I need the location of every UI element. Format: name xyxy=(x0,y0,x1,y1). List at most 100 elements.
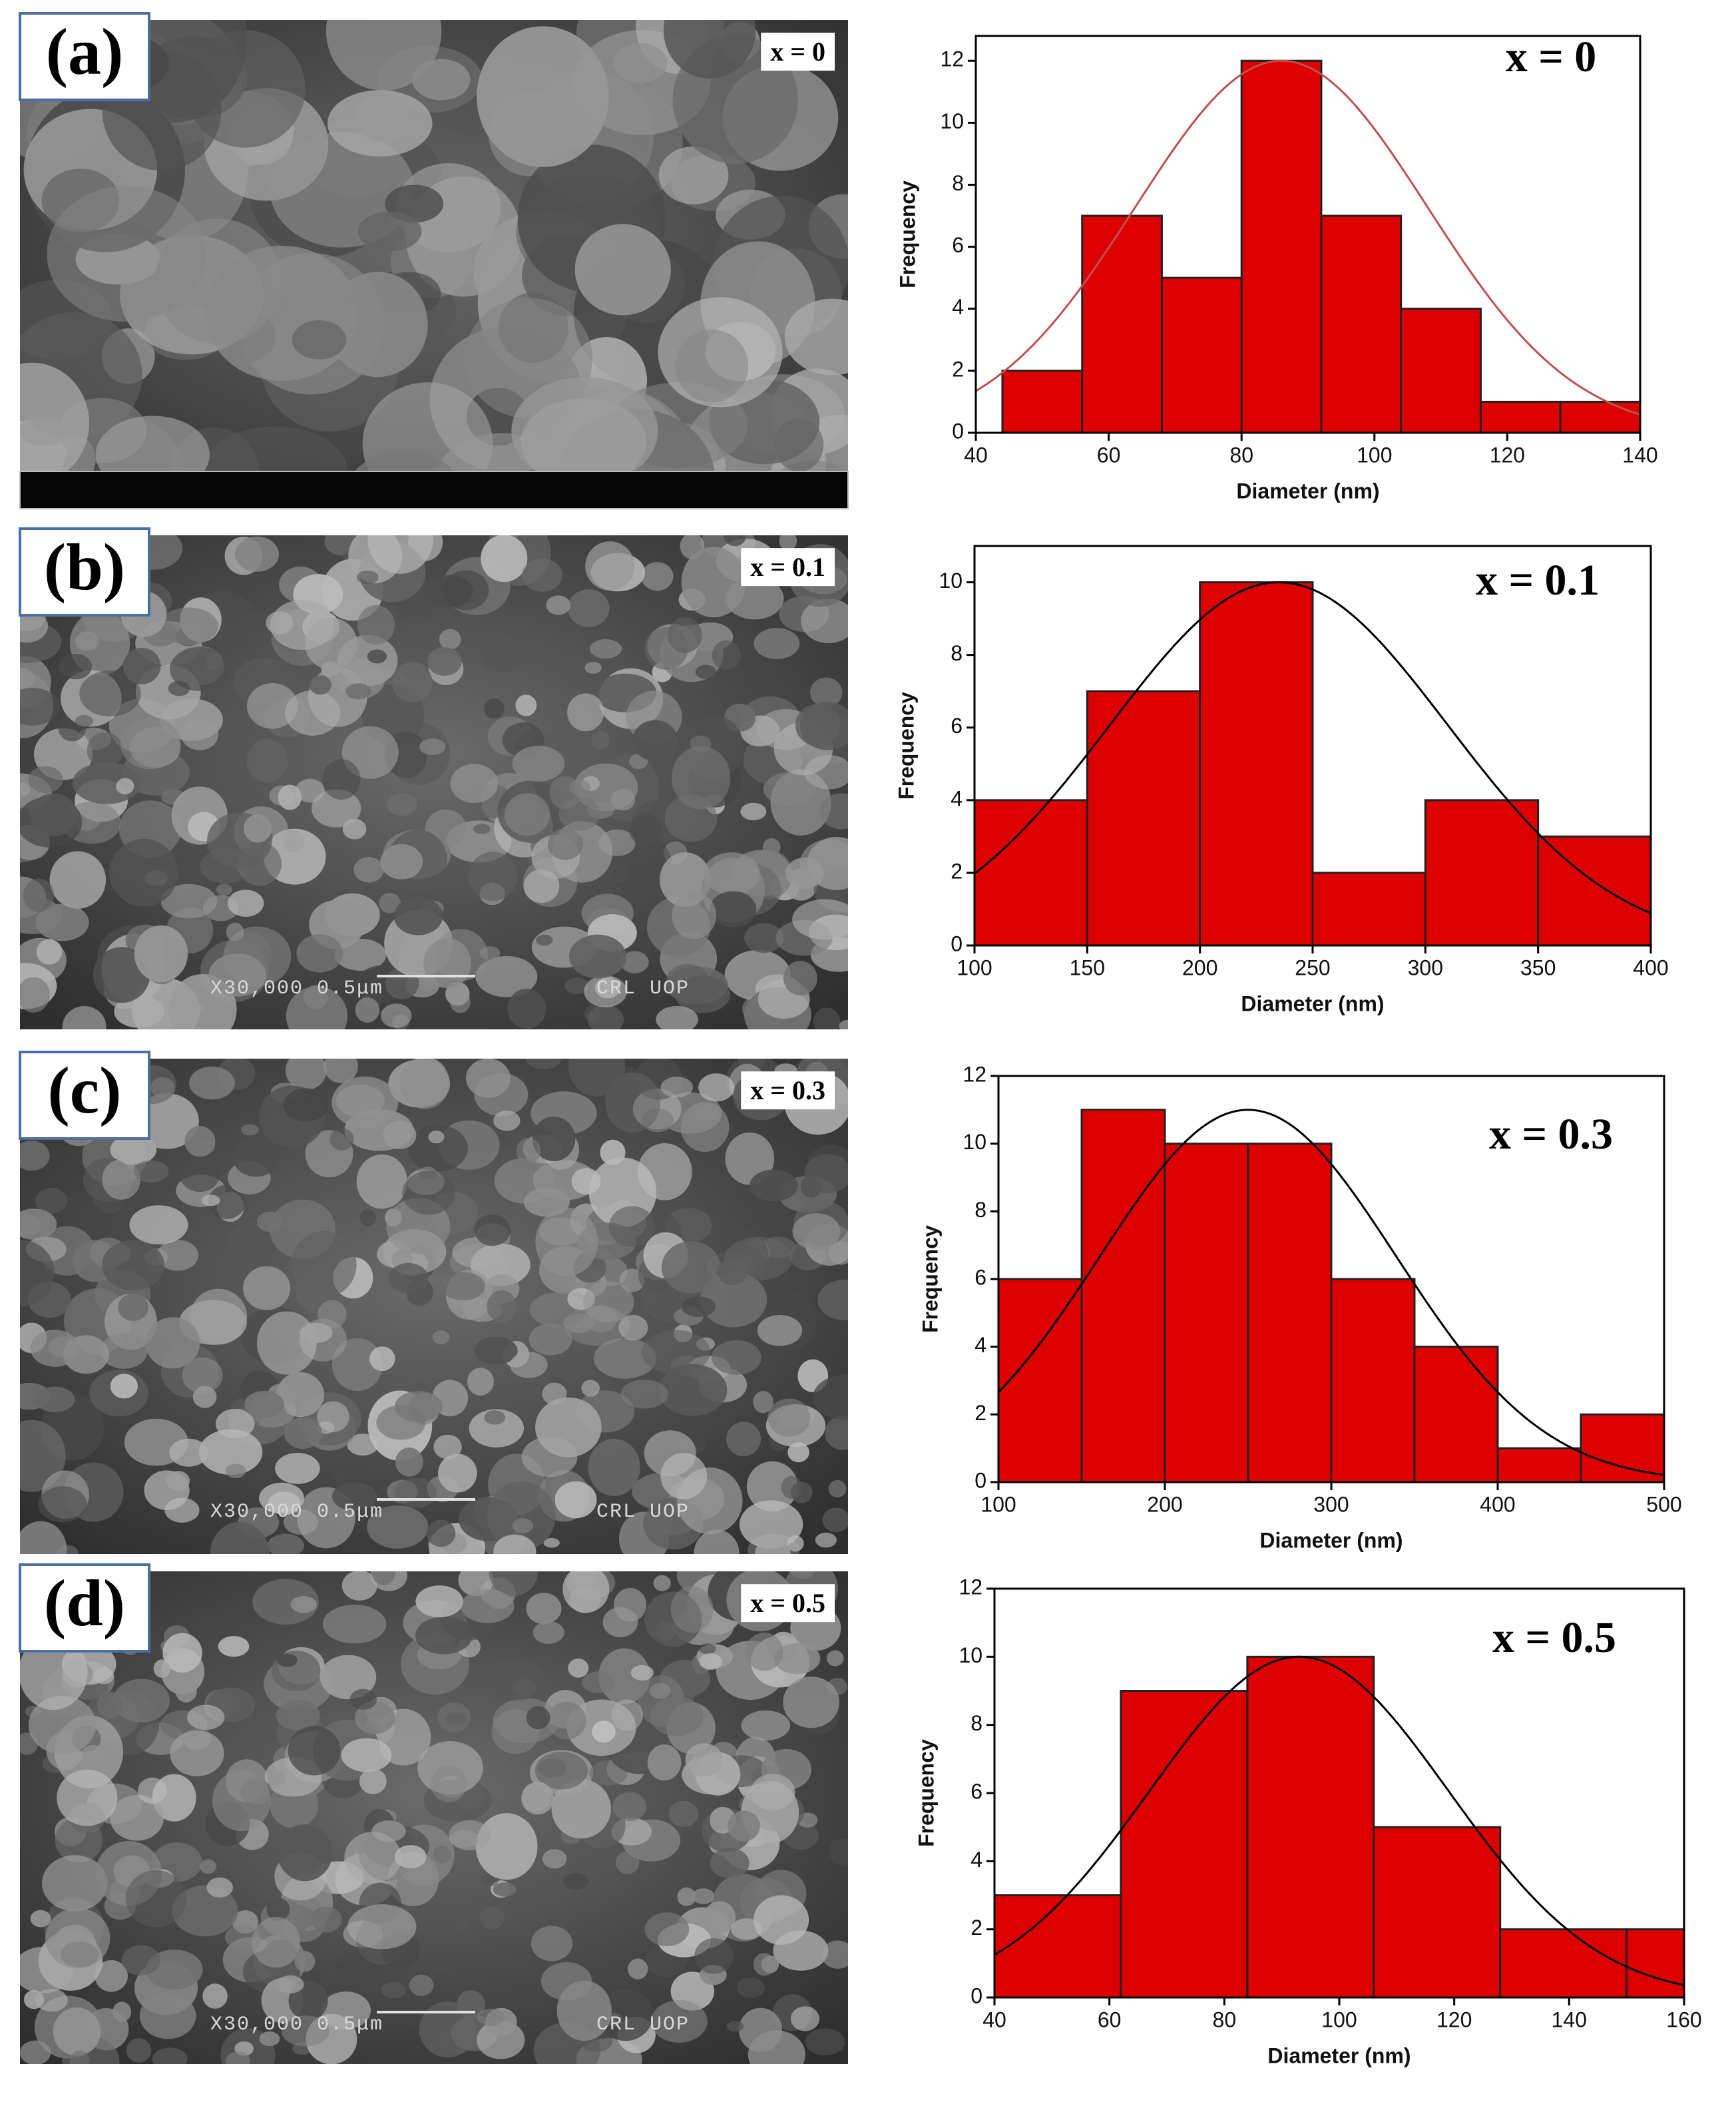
sem-particle xyxy=(741,1710,791,1741)
sem-particle xyxy=(426,1519,456,1547)
sem-particle xyxy=(740,802,767,821)
sem-particle xyxy=(825,1416,848,1450)
sem-particle xyxy=(762,838,781,856)
sem-particle xyxy=(618,1314,648,1341)
sem-particle xyxy=(800,1175,822,1198)
sem-particle xyxy=(179,1153,221,1192)
sem-particle xyxy=(746,1632,783,1671)
sem-particle xyxy=(225,1463,246,1478)
y-tick-label: 6 xyxy=(952,233,964,257)
sem-particle xyxy=(134,1093,199,1149)
sem-particle xyxy=(516,1138,541,1165)
y-tick-label: 10 xyxy=(939,569,963,593)
sem-particle xyxy=(474,1336,518,1365)
sem-particle xyxy=(341,726,399,779)
sem-particle xyxy=(30,1330,80,1367)
panel-label: (b) xyxy=(44,530,125,604)
sem-particle xyxy=(226,922,244,941)
sem-particle xyxy=(712,640,741,670)
sem-particle xyxy=(172,1885,238,1937)
sem-particle xyxy=(439,629,461,650)
sem-particle xyxy=(133,1160,169,1183)
sem-particle xyxy=(210,1521,270,1554)
sem-particle xyxy=(677,1887,696,1906)
sem-particle xyxy=(533,1621,564,1644)
sem-particle xyxy=(60,1942,99,1968)
x-tick-label: 150 xyxy=(1070,955,1105,979)
y-tick-label: 4 xyxy=(951,786,963,810)
sem-particle xyxy=(535,1751,588,1790)
sem-particle xyxy=(582,1671,614,1694)
sem-particle xyxy=(433,929,488,981)
fit-curve xyxy=(994,1655,1684,1986)
x-axis-label: Diameter (nm) xyxy=(1236,479,1379,503)
sem-particle xyxy=(386,793,417,816)
sem-particle xyxy=(259,2031,280,2047)
sem-particle xyxy=(216,884,232,896)
sem-particle xyxy=(341,1571,377,1601)
panel-label-box xyxy=(19,1051,150,1140)
sem-particle xyxy=(292,1230,357,1298)
sem-particle xyxy=(692,1888,715,1904)
bar xyxy=(1496,1447,1582,1483)
sem-particle xyxy=(828,1240,848,1265)
sem-particle xyxy=(736,1977,765,1998)
sem-particle xyxy=(160,884,217,919)
sem-particle xyxy=(744,923,784,953)
sem-particle xyxy=(487,1481,556,1551)
sem-particle xyxy=(781,1475,803,1499)
sem-particle xyxy=(681,547,746,618)
sem-particle xyxy=(20,1141,50,1171)
sem-particle xyxy=(569,778,590,796)
sem-particle xyxy=(784,298,848,376)
sem-particle xyxy=(821,1940,848,1969)
bar xyxy=(1413,1346,1499,1483)
sem-particle xyxy=(20,2040,51,2064)
x-axis-label: Diameter (nm) xyxy=(1267,2043,1410,2067)
y-axis-label: Frequency xyxy=(914,1739,938,1847)
sem-particle xyxy=(484,698,505,719)
sem-particle xyxy=(134,925,188,983)
sem-particle xyxy=(110,1135,157,1165)
sem-particle xyxy=(320,1655,377,1700)
sem-particle xyxy=(30,1910,51,1928)
sem-particle xyxy=(612,1792,646,1822)
sem-particle xyxy=(754,1538,791,1554)
sem-particle xyxy=(658,146,729,204)
bar xyxy=(1160,276,1243,434)
sem-particle xyxy=(75,714,93,727)
sem-particle xyxy=(611,1699,643,1732)
sem-particle xyxy=(259,1482,304,1514)
scale-text: X30,000 0.5μm xyxy=(210,2013,383,2036)
sem-particle xyxy=(672,892,716,939)
x-tick-label: 120 xyxy=(1490,443,1525,467)
x-tick-label: 140 xyxy=(1552,2007,1587,2031)
sem-particle xyxy=(475,955,538,997)
sem-particle xyxy=(187,1705,225,1730)
bar xyxy=(1311,872,1426,947)
y-tick-label: 6 xyxy=(951,714,963,738)
sem-particle xyxy=(587,1005,624,1029)
sem-particle xyxy=(79,670,141,717)
image-label: x = 0.3 xyxy=(750,1075,825,1105)
sem-particle xyxy=(35,1188,68,1214)
sem-particle xyxy=(792,899,848,940)
sem-particle xyxy=(588,1438,640,1496)
sem-particle xyxy=(531,1926,573,1962)
sem-particle xyxy=(379,892,401,914)
sem-particle xyxy=(822,1507,848,1533)
sem-particle xyxy=(694,1529,740,1554)
sem-particle xyxy=(699,1653,723,1670)
sem-particle xyxy=(817,1279,848,1320)
sem-particle xyxy=(393,897,443,935)
panel-label-box xyxy=(19,12,150,101)
sem-particle xyxy=(394,597,437,624)
sem-particle xyxy=(322,1605,387,1644)
sem-particle xyxy=(20,1240,55,1306)
sem-particle xyxy=(35,1988,68,2012)
sem-particle xyxy=(395,1447,423,1477)
y-tick-label: 2 xyxy=(952,357,964,381)
sem-particle xyxy=(331,1338,383,1392)
bar xyxy=(1424,799,1540,947)
sem-particle xyxy=(49,851,107,909)
